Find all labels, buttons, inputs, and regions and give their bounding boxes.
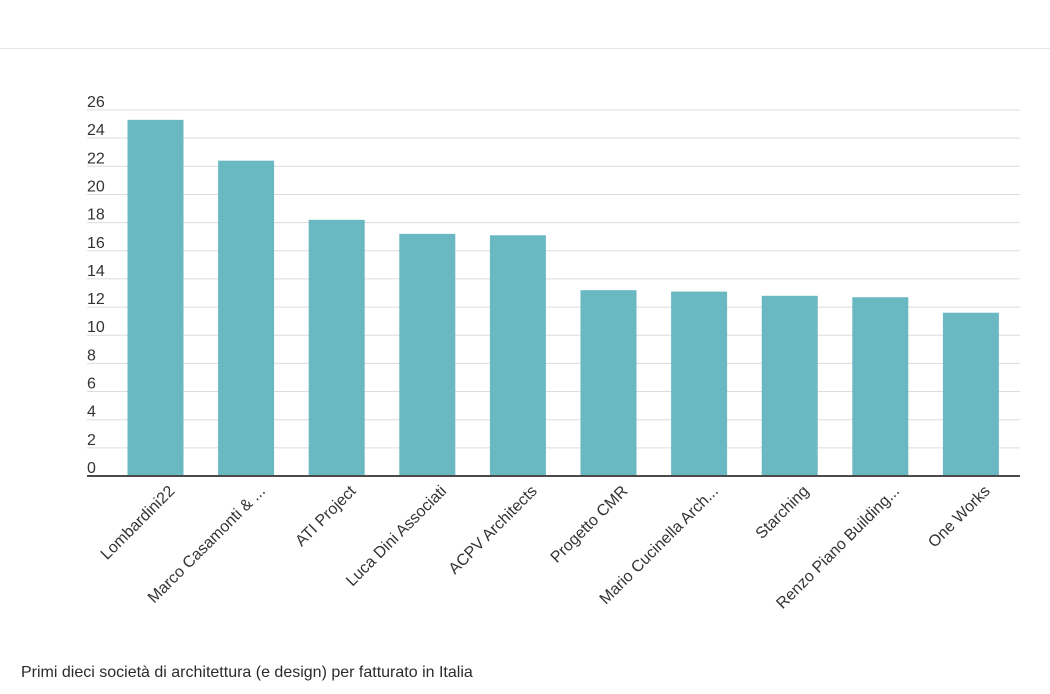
bar (127, 119, 184, 476)
x-tick-label: ATI Project (292, 482, 360, 550)
chart-caption: Primi dieci società di architettura (e d… (21, 664, 473, 681)
y-tick-label: 0 (87, 460, 96, 477)
y-tick-label: 6 (87, 376, 96, 393)
bar (942, 312, 999, 476)
y-tick-label: 14 (87, 263, 105, 280)
x-tick-label: One Works (925, 483, 993, 551)
bars (127, 119, 999, 477)
y-tick-label: 26 (87, 94, 105, 111)
y-tick-label: 10 (87, 319, 105, 336)
y-tick-label: 2 (87, 432, 96, 449)
y-tick-label: 16 (87, 235, 105, 252)
x-tick-label: ACPV Architects (446, 483, 541, 578)
y-tick-label: 8 (87, 347, 96, 364)
bar (580, 290, 637, 476)
x-tick-label: Starching (753, 483, 813, 543)
y-tick-label: 24 (87, 122, 105, 139)
top-divider (0, 48, 1050, 49)
bar (852, 297, 909, 476)
x-tick-label: Progetto CMR (548, 483, 632, 567)
y-tick-label: 18 (87, 207, 105, 224)
y-tick-label: 22 (87, 150, 105, 167)
y-tick-label: 12 (87, 291, 105, 308)
bar (218, 160, 275, 476)
bar (761, 295, 818, 476)
x-tick-label: Luca Dini Associati (343, 483, 450, 590)
y-tick-label: 20 (87, 178, 105, 195)
bar (671, 291, 728, 476)
bar (308, 219, 365, 477)
bar (399, 233, 456, 476)
x-tick-label: Lombardini22 (98, 483, 179, 564)
y-tick-label: 4 (87, 404, 96, 421)
bar (489, 235, 546, 476)
